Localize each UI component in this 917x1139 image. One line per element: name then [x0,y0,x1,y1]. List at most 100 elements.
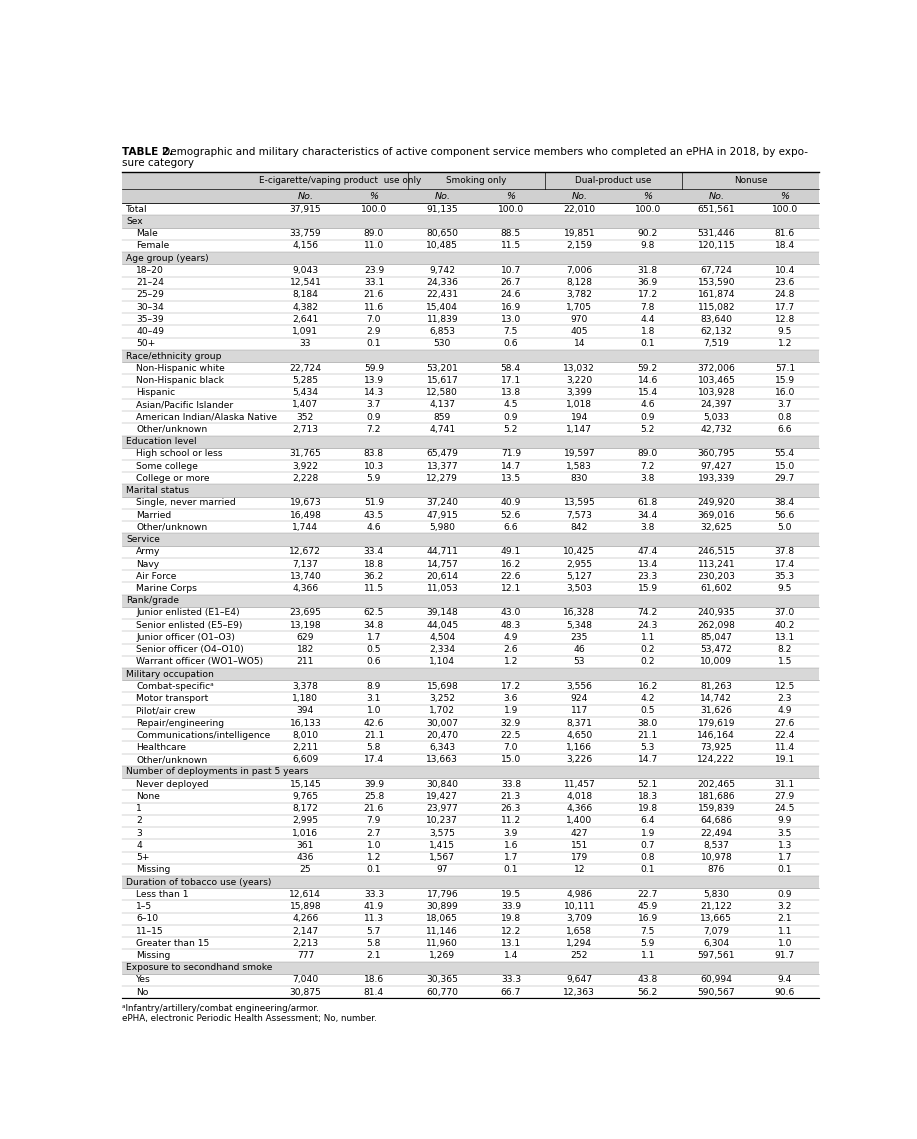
Text: 22,431: 22,431 [426,290,458,300]
Text: 590,567: 590,567 [698,988,735,997]
Text: 7,519: 7,519 [703,339,729,349]
Text: Other/unknown: Other/unknown [137,755,207,764]
Text: sure category: sure category [122,158,194,169]
Text: Service: Service [127,535,160,544]
Text: 4,137: 4,137 [429,401,456,409]
Text: 59.9: 59.9 [364,363,384,372]
Text: 100.0: 100.0 [360,205,387,214]
Text: 13,665: 13,665 [701,915,733,924]
Text: 32.9: 32.9 [501,719,521,728]
Text: 8,010: 8,010 [293,731,318,739]
Text: 5.8: 5.8 [367,743,381,752]
Text: 7,006: 7,006 [567,265,592,274]
Text: 181,686: 181,686 [698,792,735,801]
Text: 52.6: 52.6 [501,510,521,519]
Text: 40.9: 40.9 [501,499,521,507]
Text: 21.6: 21.6 [364,290,384,300]
Bar [122,497,819,509]
Bar [122,277,819,289]
Text: 629: 629 [297,633,315,642]
Text: 3.5: 3.5 [778,829,792,837]
Text: 1,147: 1,147 [567,425,592,434]
Text: 3,709: 3,709 [567,915,592,924]
Text: 26.7: 26.7 [501,278,521,287]
Text: 9.8: 9.8 [641,241,655,251]
Text: 1.2: 1.2 [503,657,518,666]
Text: 9.5: 9.5 [778,327,792,336]
Text: 14.7: 14.7 [637,755,658,764]
Text: 405: 405 [570,327,588,336]
Bar [122,803,819,814]
Text: 12.2: 12.2 [501,926,521,935]
Text: 1,180: 1,180 [293,694,318,703]
Text: 240,935: 240,935 [698,608,735,617]
Bar [122,741,819,754]
Text: 597,561: 597,561 [698,951,735,960]
Text: 16.2: 16.2 [637,682,658,691]
Text: TABLE 2.: TABLE 2. [122,147,173,157]
Bar [122,264,819,277]
Bar [122,301,819,313]
Text: 8,128: 8,128 [567,278,592,287]
Bar [122,656,819,667]
Text: 151: 151 [570,841,588,850]
Text: 6,304: 6,304 [703,939,730,948]
Bar [122,901,819,912]
Text: 91,135: 91,135 [426,205,458,214]
Text: 44,045: 44,045 [426,621,458,630]
Text: 37,915: 37,915 [290,205,321,214]
Text: 146,164: 146,164 [698,731,735,739]
Text: 61,602: 61,602 [701,584,733,593]
Text: %: % [780,191,790,200]
Text: 531,446: 531,446 [698,229,735,238]
Text: 41.9: 41.9 [364,902,384,911]
Text: 48.3: 48.3 [501,621,521,630]
Text: 1.2: 1.2 [778,339,792,349]
Text: 59.2: 59.2 [637,363,658,372]
Bar [122,326,819,337]
Text: 120,115: 120,115 [698,241,735,251]
Text: 10,237: 10,237 [426,817,458,826]
Text: 6.4: 6.4 [641,817,655,826]
Bar [122,937,819,950]
Text: 53: 53 [574,657,585,666]
Text: 15.0: 15.0 [775,461,795,470]
Text: 15,404: 15,404 [426,303,458,312]
Text: 0.5: 0.5 [367,645,381,654]
Text: 352: 352 [297,412,315,421]
Text: %: % [506,191,515,200]
Text: 17.4: 17.4 [775,559,795,568]
Text: 37.0: 37.0 [775,608,795,617]
Text: 1: 1 [137,804,142,813]
Text: 81,263: 81,263 [701,682,733,691]
Text: 13.1: 13.1 [501,939,521,948]
Text: Healthcare: Healthcare [137,743,186,752]
Text: 21.3: 21.3 [501,792,521,801]
Bar [122,203,819,215]
Text: 21.1: 21.1 [637,731,658,739]
Text: 33.8: 33.8 [501,780,521,788]
Text: 1,658: 1,658 [567,926,592,935]
Text: 5.9: 5.9 [641,939,655,948]
Bar [122,667,819,680]
Text: 12.1: 12.1 [501,584,521,593]
Text: 22.6: 22.6 [501,572,521,581]
Text: E-cigarette/vaping product  use only: E-cigarette/vaping product use only [259,177,421,186]
Text: 17,796: 17,796 [426,890,458,899]
Text: 38.4: 38.4 [775,499,795,507]
Bar [122,484,819,497]
Text: 0.2: 0.2 [641,657,655,666]
Bar [122,925,819,937]
Text: 22,494: 22,494 [701,829,733,837]
Text: 74.2: 74.2 [637,608,658,617]
Text: 6–10: 6–10 [137,915,159,924]
Text: 33.9: 33.9 [501,902,521,911]
Text: 6,853: 6,853 [429,327,456,336]
Text: 22.7: 22.7 [637,890,658,899]
Text: 24.8: 24.8 [775,290,795,300]
Bar [122,375,819,386]
Text: 117: 117 [570,706,588,715]
Text: Total: Total [127,205,148,214]
Text: 62.5: 62.5 [364,608,384,617]
Text: Sex: Sex [127,216,143,226]
